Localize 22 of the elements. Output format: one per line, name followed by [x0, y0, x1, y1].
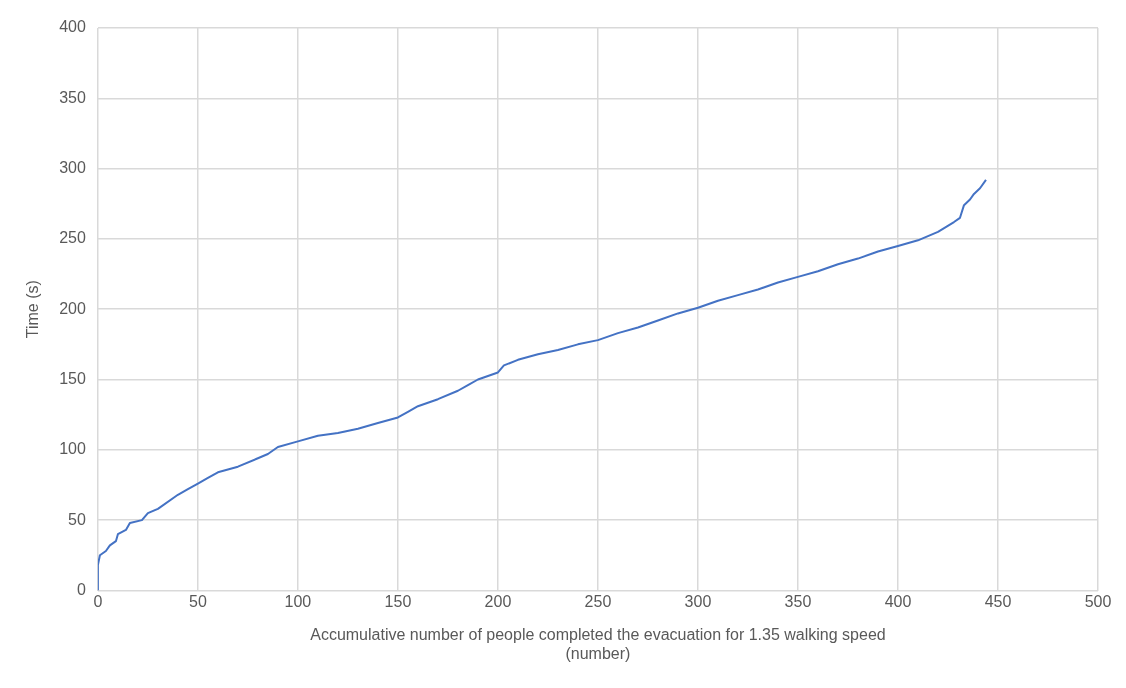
x-tick-label: 0: [93, 593, 103, 611]
y-tick-label: 300: [59, 159, 86, 177]
x-tick-label: 250: [584, 593, 612, 611]
y-tick-label: 50: [68, 510, 86, 528]
y-tick-label: 150: [59, 369, 86, 387]
y-tick-label: 100: [59, 440, 86, 458]
x-tick-label: 100: [284, 593, 312, 611]
y-tick-label: 0: [76, 580, 86, 598]
x-tick-label: 50: [189, 593, 207, 611]
x-tick-label: 350: [784, 593, 812, 611]
y-axis-title: Time (s): [24, 280, 42, 339]
x-axis-title: Accumulative number of people completed the evacuation for 1.35 walking speed (number): [310, 625, 886, 662]
x-tick-label: 300: [684, 593, 712, 611]
x-tick-label: 450: [984, 593, 1012, 611]
x-tick-label: 400: [884, 593, 912, 611]
x-tick-label: 150: [384, 593, 412, 611]
y-tick-label: 250: [59, 229, 86, 247]
y-tick-label: 400: [59, 18, 86, 36]
x-tick-label: 500: [1084, 593, 1112, 611]
x-tick-label: 200: [484, 593, 512, 611]
y-tick-label: 350: [59, 88, 86, 106]
y-tick-label: 200: [59, 299, 86, 317]
